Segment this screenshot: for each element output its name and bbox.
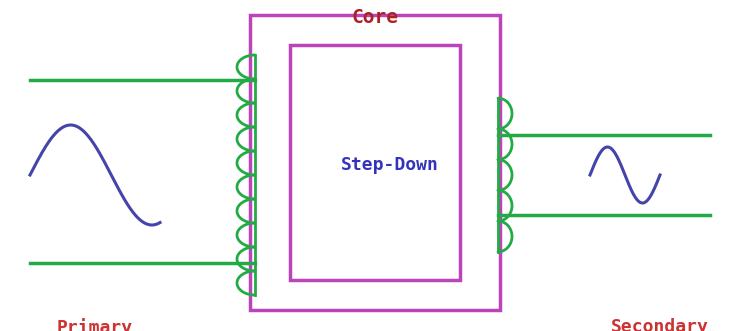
- Bar: [250, 15, 500, 310]
- Text: Primary: Primary: [57, 318, 133, 331]
- Text: Step-Down: Step-Down: [341, 156, 439, 174]
- Bar: [290, 45, 460, 280]
- Text: Secondary: Secondary: [611, 318, 709, 331]
- Text: Core: Core: [352, 8, 398, 27]
